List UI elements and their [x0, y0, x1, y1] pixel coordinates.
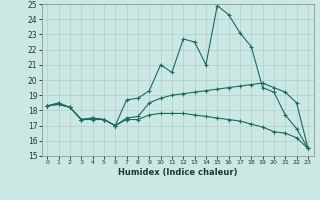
- X-axis label: Humidex (Indice chaleur): Humidex (Indice chaleur): [118, 168, 237, 177]
